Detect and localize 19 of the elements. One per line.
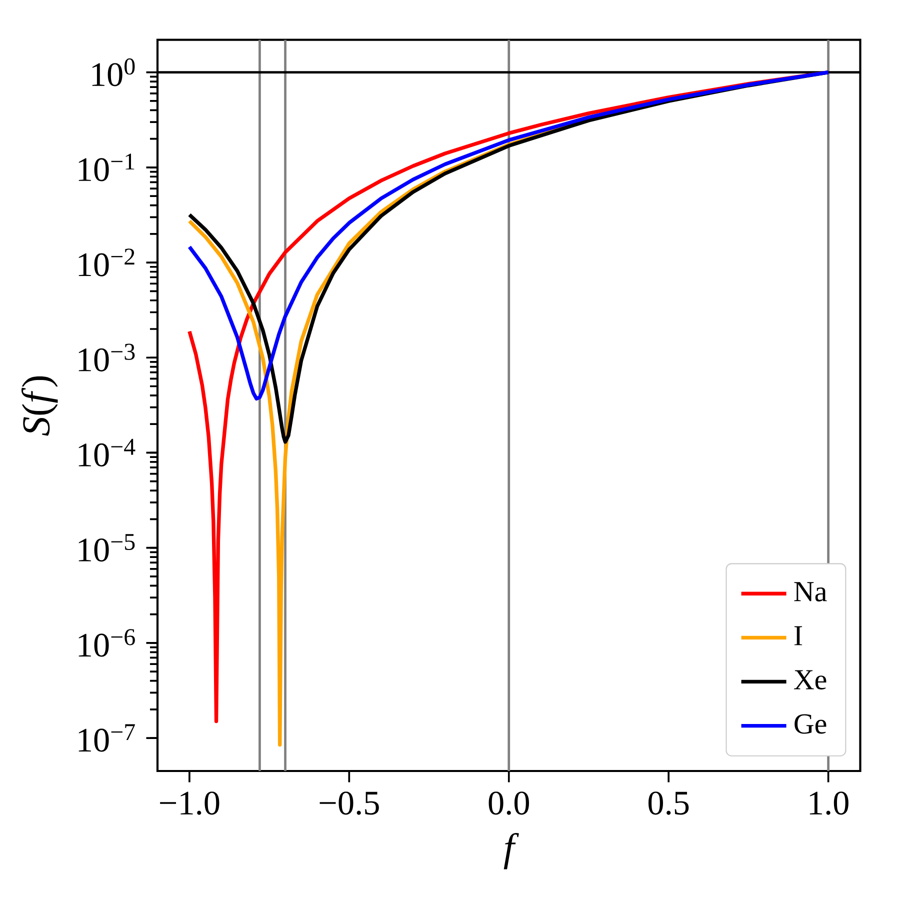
legend-label: Xe xyxy=(794,670,826,690)
x-tick-label: 1.0 xyxy=(810,792,848,815)
x-tick-label: −0.5 xyxy=(320,792,379,815)
y-tick-label: 10$^{−5}$ xyxy=(78,534,135,562)
y-tick-label: 10$^{0}$ xyxy=(92,58,135,86)
x-tick-label: 0.0 xyxy=(488,792,529,815)
legend-label: I xyxy=(794,626,802,646)
y-tick-label: 10$^{−3}$ xyxy=(78,344,135,372)
legend-label: Na xyxy=(794,582,827,602)
x-tick-label: 0.5 xyxy=(648,792,689,815)
y-tick-label: 10$^{−2}$ xyxy=(78,248,134,276)
y-tick-label: 10$^{−1}$ xyxy=(78,154,134,182)
y-tick-label: 10$^{−7}$ xyxy=(78,724,135,752)
y-axis-title: S(f) xyxy=(21,376,58,436)
x-tick-label: −1.0 xyxy=(160,792,220,815)
y-tick-label: 10$^{−4}$ xyxy=(78,438,136,467)
x-axis-title: f xyxy=(504,832,519,870)
y-tick-label: 10$^{−6}$ xyxy=(78,629,135,657)
legend-label: Ge xyxy=(794,714,826,734)
